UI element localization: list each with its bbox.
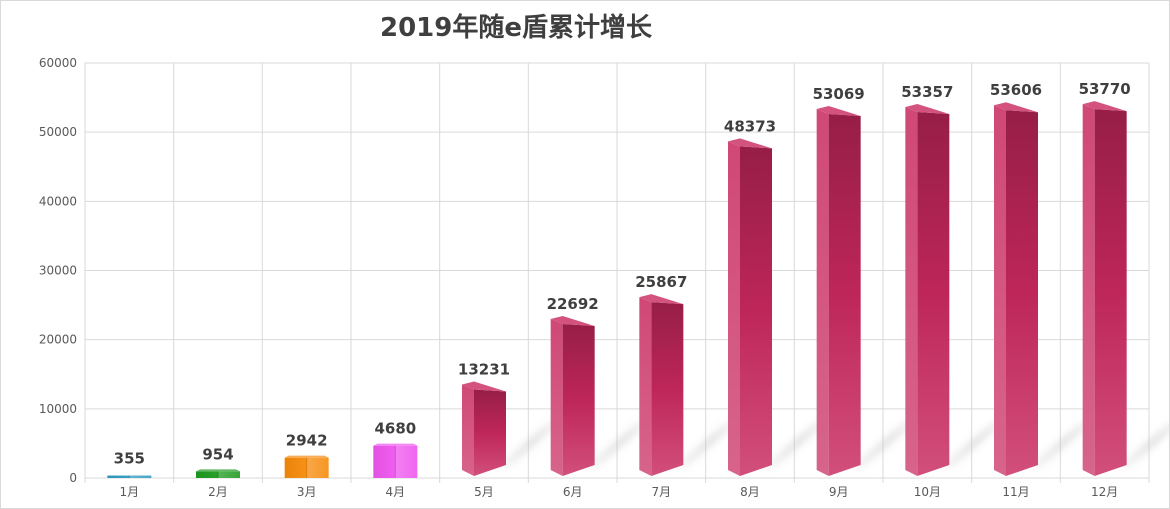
bar-left-face xyxy=(994,105,1006,477)
bar-layer xyxy=(107,101,1127,478)
x-tick-label: 12月 xyxy=(1091,485,1118,499)
y-tick-label: 30000 xyxy=(39,264,77,278)
tick-layer: 0 10000 20000 30000 40000 50000 60000 1月 2月 3月 4月 5… xyxy=(39,56,1118,499)
x-tick-label: 7月 xyxy=(652,485,672,499)
bar-front-face xyxy=(474,389,506,476)
bar xyxy=(1082,101,1127,477)
bar xyxy=(550,316,595,476)
bar-box xyxy=(284,457,329,478)
chart-title: 2019年随e盾累计增长 xyxy=(380,13,652,43)
bar-front-face xyxy=(917,111,950,476)
x-tick-label: 5月 xyxy=(474,485,494,499)
bar-front-face xyxy=(828,113,861,476)
data-label: 48373 xyxy=(724,117,776,135)
bar xyxy=(284,455,329,478)
bar xyxy=(107,475,152,478)
bar-left-face xyxy=(905,106,918,476)
data-label: 53069 xyxy=(813,85,865,103)
bar xyxy=(639,294,684,476)
data-label: 13231 xyxy=(458,360,510,378)
data-label: 954 xyxy=(202,445,233,463)
bar xyxy=(816,105,861,476)
x-tick-label: 4月 xyxy=(386,485,406,499)
bar xyxy=(994,102,1038,477)
bar-box xyxy=(196,471,240,478)
data-label: 2942 xyxy=(286,432,328,450)
bar-top-face xyxy=(728,138,772,149)
y-tick-label: 0 xyxy=(69,471,77,485)
data-label: 22692 xyxy=(547,295,599,313)
bar-front-face xyxy=(1006,110,1038,477)
data-label: 53770 xyxy=(1079,80,1131,98)
data-label: 25867 xyxy=(635,273,687,291)
y-tick-label: 10000 xyxy=(39,402,77,416)
x-tick-label: 10月 xyxy=(914,485,941,499)
bar xyxy=(905,103,950,476)
bar-top-face xyxy=(462,381,506,392)
bar-left-face xyxy=(462,384,474,476)
bar-top-face xyxy=(1082,101,1127,112)
bar-left-face xyxy=(550,319,563,476)
bar-box xyxy=(107,475,152,478)
label-layer: 355 954 2942 4680 13231 22692 25867 48373 53069 5… xyxy=(114,80,1131,467)
bar-front-face xyxy=(1094,109,1127,477)
bar-front-face xyxy=(740,146,772,476)
x-tick-label: 11月 xyxy=(1002,485,1029,499)
y-tick-label: 40000 xyxy=(39,194,77,208)
y-tick-label: 60000 xyxy=(39,56,77,70)
x-tick-label: 2月 xyxy=(208,485,228,499)
bar-box-top xyxy=(373,443,418,446)
bar-top-face xyxy=(994,102,1038,113)
bar-box-top xyxy=(196,469,240,472)
bar-front-face xyxy=(562,324,595,476)
grid-layer xyxy=(84,62,1150,483)
bar-front-face xyxy=(651,302,684,476)
bar xyxy=(196,469,240,478)
bar xyxy=(728,138,772,476)
bar-top-face xyxy=(639,294,684,305)
data-label: 53357 xyxy=(901,83,953,101)
y-tick-label: 20000 xyxy=(39,333,77,347)
bar-box-top xyxy=(284,455,329,458)
bar-left-face xyxy=(728,141,740,476)
x-tick-label: 9月 xyxy=(829,485,849,499)
data-label: 53606 xyxy=(990,81,1042,99)
bar-box xyxy=(373,445,418,478)
bar-top-face xyxy=(550,316,595,327)
x-tick-label: 8月 xyxy=(740,485,760,499)
bar-top-face xyxy=(905,103,950,114)
data-label: 4680 xyxy=(374,420,416,438)
bar xyxy=(373,443,418,478)
bar-left-face xyxy=(1082,104,1095,477)
x-tick-label: 1月 xyxy=(120,485,140,499)
data-label: 355 xyxy=(114,450,145,468)
bar xyxy=(462,381,506,476)
bar-left-face xyxy=(639,297,652,476)
y-tick-label: 50000 xyxy=(39,125,77,139)
bar-top-face xyxy=(816,105,861,116)
x-tick-label: 3月 xyxy=(297,485,317,499)
x-tick-label: 6月 xyxy=(563,485,583,499)
bar-left-face xyxy=(816,108,829,476)
